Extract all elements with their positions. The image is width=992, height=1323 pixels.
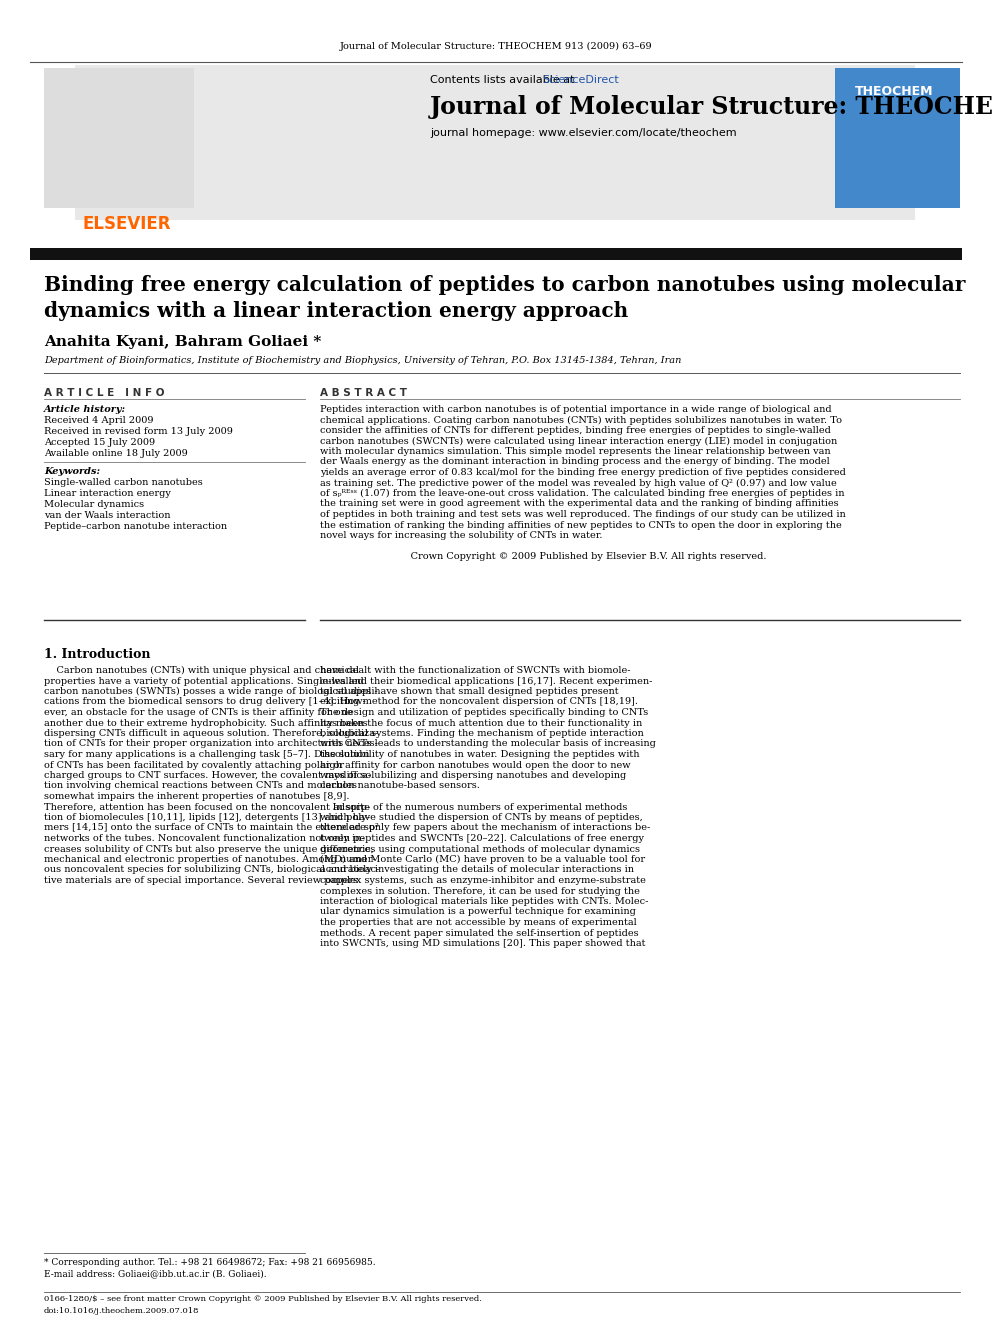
FancyBboxPatch shape bbox=[75, 65, 915, 220]
Text: consider the affinities of CNTs for different peptides, binding free energies of: consider the affinities of CNTs for diff… bbox=[320, 426, 831, 435]
Bar bbox=[44, 67, 194, 208]
Text: chemical applications. Coating carbon nanotubes (CNTs) with peptides solubilizes: chemical applications. Coating carbon na… bbox=[320, 415, 842, 425]
Text: exciting method for the noncovalent dispersion of CNTs [18,19].: exciting method for the noncovalent disp… bbox=[320, 697, 638, 706]
Text: differences using computational methods of molecular dynamics: differences using computational methods … bbox=[320, 844, 640, 853]
Text: the properties that are not accessible by means of experimental: the properties that are not accessible b… bbox=[320, 918, 637, 927]
Text: yields an average error of 0.83 kcal/mol for the binding free energy prediction : yields an average error of 0.83 kcal/mol… bbox=[320, 468, 846, 478]
Text: high affinity for carbon nanotubes would open the door to new: high affinity for carbon nanotubes would… bbox=[320, 761, 631, 770]
Text: biological systems. Finding the mechanism of peptide interaction: biological systems. Finding the mechanis… bbox=[320, 729, 644, 738]
Text: tive materials are of special importance. Several review papers: tive materials are of special importance… bbox=[44, 876, 358, 885]
Text: ELSEVIER: ELSEVIER bbox=[83, 216, 172, 233]
Text: tal studies have shown that small designed peptides present: tal studies have shown that small design… bbox=[320, 687, 619, 696]
Text: the estimation of ranking the binding affinities of new peptides to CNTs to open: the estimation of ranking the binding af… bbox=[320, 520, 842, 529]
Text: doi:10.1016/j.theochem.2009.07.018: doi:10.1016/j.theochem.2009.07.018 bbox=[44, 1307, 199, 1315]
Text: which have studied the dispersion of CNTs by means of peptides,: which have studied the dispersion of CNT… bbox=[320, 814, 643, 822]
Text: A R T I C L E   I N F O: A R T I C L E I N F O bbox=[44, 388, 165, 398]
Text: charged groups to CNT surfaces. However, the covalent modifica-: charged groups to CNT surfaces. However,… bbox=[44, 771, 371, 781]
Text: journal homepage: www.elsevier.com/locate/theochem: journal homepage: www.elsevier.com/locat… bbox=[430, 128, 737, 138]
Text: In spite of the numerous numbers of experimental methods: In spite of the numerous numbers of expe… bbox=[320, 803, 627, 811]
Text: have dealt with the functionalization of SWCNTs with biomole-: have dealt with the functionalization of… bbox=[320, 665, 631, 675]
Text: carbon nanotubes (SWNTs) posses a wide range of biological appli-: carbon nanotubes (SWNTs) posses a wide r… bbox=[44, 687, 378, 696]
Text: Linear interaction energy: Linear interaction energy bbox=[44, 490, 171, 497]
Text: tion involving chemical reactions between CNTs and molecules: tion involving chemical reactions betwee… bbox=[44, 782, 357, 791]
Text: dispersing CNTs difficult in aqueous solution. Therefore, solubiliza-: dispersing CNTs difficult in aqueous sol… bbox=[44, 729, 378, 738]
Text: Carbon nanotubes (CNTs) with unique physical and chemical: Carbon nanotubes (CNTs) with unique phys… bbox=[44, 665, 359, 675]
Text: tion of CNTs for their proper organization into architectures neces-: tion of CNTs for their proper organizati… bbox=[44, 740, 378, 749]
Text: there are only few papers about the mechanism of interactions be-: there are only few papers about the mech… bbox=[320, 823, 650, 832]
Text: somewhat impairs the inherent properties of nanotubes [8,9].: somewhat impairs the inherent properties… bbox=[44, 792, 349, 800]
Text: A B S T R A C T: A B S T R A C T bbox=[320, 388, 407, 398]
Text: Received in revised form 13 July 2009: Received in revised form 13 July 2009 bbox=[44, 427, 233, 437]
Text: creases solubility of CNTs but also preserve the unique geometric,: creases solubility of CNTs but also pres… bbox=[44, 844, 374, 853]
Text: accurately investigating the details of molecular interactions in: accurately investigating the details of … bbox=[320, 865, 634, 875]
Text: as training set. The predictive power of the model was revealed by high value of: as training set. The predictive power of… bbox=[320, 479, 836, 488]
Text: the training set were in good agreement with the experimental data and the ranki: the training set were in good agreement … bbox=[320, 500, 838, 508]
Text: ular dynamics simulation is a powerful technique for examining: ular dynamics simulation is a powerful t… bbox=[320, 908, 636, 917]
Text: carbon nanotubes (SWCNTs) were calculated using linear interaction energy (LIE) : carbon nanotubes (SWCNTs) were calculate… bbox=[320, 437, 837, 446]
Text: ways of solubilizing and dispersing nanotubes and developing: ways of solubilizing and dispersing nano… bbox=[320, 771, 626, 781]
Text: the solubility of nanotubes in water. Designing the peptides with: the solubility of nanotubes in water. De… bbox=[320, 750, 640, 759]
Text: * Corresponding author. Tel.: +98 21 66498672; Fax: +98 21 66956985.: * Corresponding author. Tel.: +98 21 664… bbox=[44, 1258, 376, 1267]
Text: Peptide–carbon nanotube interaction: Peptide–carbon nanotube interaction bbox=[44, 523, 227, 531]
Text: 1. Introduction: 1. Introduction bbox=[44, 648, 151, 662]
Text: Available online 18 July 2009: Available online 18 July 2009 bbox=[44, 448, 187, 458]
Text: The design and utilization of peptides specifically binding to CNTs: The design and utilization of peptides s… bbox=[320, 708, 648, 717]
Text: Keywords:: Keywords: bbox=[44, 467, 100, 476]
Text: into SWCNTs, using MD simulations [20]. This paper showed that: into SWCNTs, using MD simulations [20]. … bbox=[320, 939, 646, 949]
Text: van der Waals interaction: van der Waals interaction bbox=[44, 511, 171, 520]
Text: Anahita Kyani, Bahram Goliaei *: Anahita Kyani, Bahram Goliaei * bbox=[44, 335, 321, 349]
Text: cules and their biomedical applications [16,17]. Recent experimen-: cules and their biomedical applications … bbox=[320, 676, 653, 685]
Text: Journal of Molecular Structure: THEOCHEM: Journal of Molecular Structure: THEOCHEM bbox=[430, 95, 992, 119]
Text: complex systems, such as enzyme-inhibitor and enzyme-substrate: complex systems, such as enzyme-inhibito… bbox=[320, 876, 646, 885]
Bar bbox=[835, 67, 960, 208]
Text: Department of Bioinformatics, Institute of Biochemistry and Biophysics, Universi: Department of Bioinformatics, Institute … bbox=[44, 356, 682, 365]
Text: Received 4 April 2009: Received 4 April 2009 bbox=[44, 415, 154, 425]
Text: with CNTs leads to understanding the molecular basis of increasing: with CNTs leads to understanding the mol… bbox=[320, 740, 656, 749]
Text: sary for many applications is a challenging task [5–7]. Dissolution: sary for many applications is a challeng… bbox=[44, 750, 369, 759]
Text: mechanical and electronic properties of nanotubes. Among numer-: mechanical and electronic properties of … bbox=[44, 855, 376, 864]
Text: Journal of Molecular Structure: THEOCHEM 913 (2009) 63–69: Journal of Molecular Structure: THEOCHEM… bbox=[339, 42, 653, 52]
Text: ever, an obstacle for the usage of CNTs is their affinity for one: ever, an obstacle for the usage of CNTs … bbox=[44, 708, 352, 717]
Text: interaction of biological materials like peptides with CNTs. Molec-: interaction of biological materials like… bbox=[320, 897, 649, 906]
Text: novel ways for increasing the solubility of CNTs in water.: novel ways for increasing the solubility… bbox=[320, 531, 602, 540]
Text: has been the focus of much attention due to their functionality in: has been the focus of much attention due… bbox=[320, 718, 642, 728]
Text: with molecular dynamics simulation. This simple model represents the linear rela: with molecular dynamics simulation. This… bbox=[320, 447, 830, 456]
Text: Contents lists available at: Contents lists available at bbox=[430, 75, 578, 85]
Text: tion of biomolecules [10,11], lipids [12], detergents [13] and poly-: tion of biomolecules [10,11], lipids [12… bbox=[44, 814, 370, 822]
Text: der Waals energy as the dominant interaction in binding process and the energy o: der Waals energy as the dominant interac… bbox=[320, 458, 829, 467]
Text: complexes in solution. Therefore, it can be used for studying the: complexes in solution. Therefore, it can… bbox=[320, 886, 640, 896]
Text: of peptides in both training and test sets was well reproduced. The findings of : of peptides in both training and test se… bbox=[320, 509, 846, 519]
Text: carbon nanotube-based sensors.: carbon nanotube-based sensors. bbox=[320, 782, 480, 791]
Text: properties have a variety of potential applications. Single-walled: properties have a variety of potential a… bbox=[44, 676, 364, 685]
Text: THEOCHEM: THEOCHEM bbox=[855, 85, 933, 98]
Text: Accepted 15 July 2009: Accepted 15 July 2009 bbox=[44, 438, 155, 447]
Text: mers [14,15] onto the surface of CNTs to maintain the extended sp²: mers [14,15] onto the surface of CNTs to… bbox=[44, 823, 379, 832]
Text: ScienceDirect: ScienceDirect bbox=[542, 75, 619, 85]
Text: cations from the biomedical sensors to drug delivery [1–4]. How-: cations from the biomedical sensors to d… bbox=[44, 697, 366, 706]
Text: Peptides interaction with carbon nanotubes is of potential importance in a wide : Peptides interaction with carbon nanotub… bbox=[320, 405, 831, 414]
Text: Therefore, attention has been focused on the noncovalent adsorp-: Therefore, attention has been focused on… bbox=[44, 803, 370, 811]
Text: of CNTs has been facilitated by covalently attaching polar or: of CNTs has been facilitated by covalent… bbox=[44, 761, 344, 770]
Text: tween peptides and SWCNTs [20–22]. Calculations of free energy: tween peptides and SWCNTs [20–22]. Calcu… bbox=[320, 833, 644, 843]
Text: Article history:: Article history: bbox=[44, 405, 126, 414]
Text: ous noncovalent species for solubilizing CNTs, biological and bioac-: ous noncovalent species for solubilizing… bbox=[44, 865, 379, 875]
Text: another due to their extreme hydrophobicity. Such affinity makes: another due to their extreme hydrophobic… bbox=[44, 718, 368, 728]
Text: Single-walled carbon nanotubes: Single-walled carbon nanotubes bbox=[44, 478, 202, 487]
Text: (MD) and Monte Carlo (MC) have proven to be a valuable tool for: (MD) and Monte Carlo (MC) have proven to… bbox=[320, 855, 645, 864]
Text: networks of the tubes. Noncovalent functionalization not only in-: networks of the tubes. Noncovalent funct… bbox=[44, 833, 365, 843]
Text: Molecular dynamics: Molecular dynamics bbox=[44, 500, 144, 509]
Text: Crown Copyright © 2009 Published by Elsevier B.V. All rights reserved.: Crown Copyright © 2009 Published by Else… bbox=[320, 552, 767, 561]
Bar bbox=[30, 247, 962, 261]
Text: 0166-1280/$ – see front matter Crown Copyright © 2009 Published by Elsevier B.V.: 0166-1280/$ – see front matter Crown Cop… bbox=[44, 1295, 482, 1303]
Text: of sₚᴿᴱˢˢ (1.07) from the leave-one-out cross validation. The calculated binding: of sₚᴿᴱˢˢ (1.07) from the leave-one-out … bbox=[320, 490, 844, 499]
Text: E-mail address: Goliaei@ibb.ut.ac.ir (B. Goliaei).: E-mail address: Goliaei@ibb.ut.ac.ir (B.… bbox=[44, 1269, 267, 1278]
Text: methods. A recent paper simulated the self-insertion of peptides: methods. A recent paper simulated the se… bbox=[320, 929, 639, 938]
Text: Binding free energy calculation of peptides to carbon nanotubes using molecular
: Binding free energy calculation of pepti… bbox=[44, 275, 965, 320]
